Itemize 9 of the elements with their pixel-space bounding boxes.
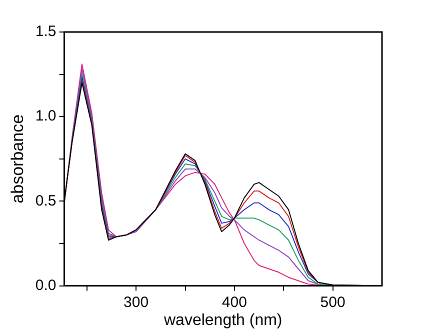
y-tick-label: 0.0: [35, 276, 56, 294]
y-tick-label: 1.5: [35, 23, 56, 40]
y-axis-title: absorbance: [8, 114, 27, 204]
x-axis-title: wavelength (nm): [162, 312, 282, 329]
x-tick-label: 500: [320, 294, 346, 311]
y-tick-label: 1.0: [35, 108, 56, 125]
x-tick-label: 300: [124, 294, 149, 311]
y-tick-label: 0.5: [35, 192, 56, 210]
x-tick-label: 400: [222, 294, 247, 311]
